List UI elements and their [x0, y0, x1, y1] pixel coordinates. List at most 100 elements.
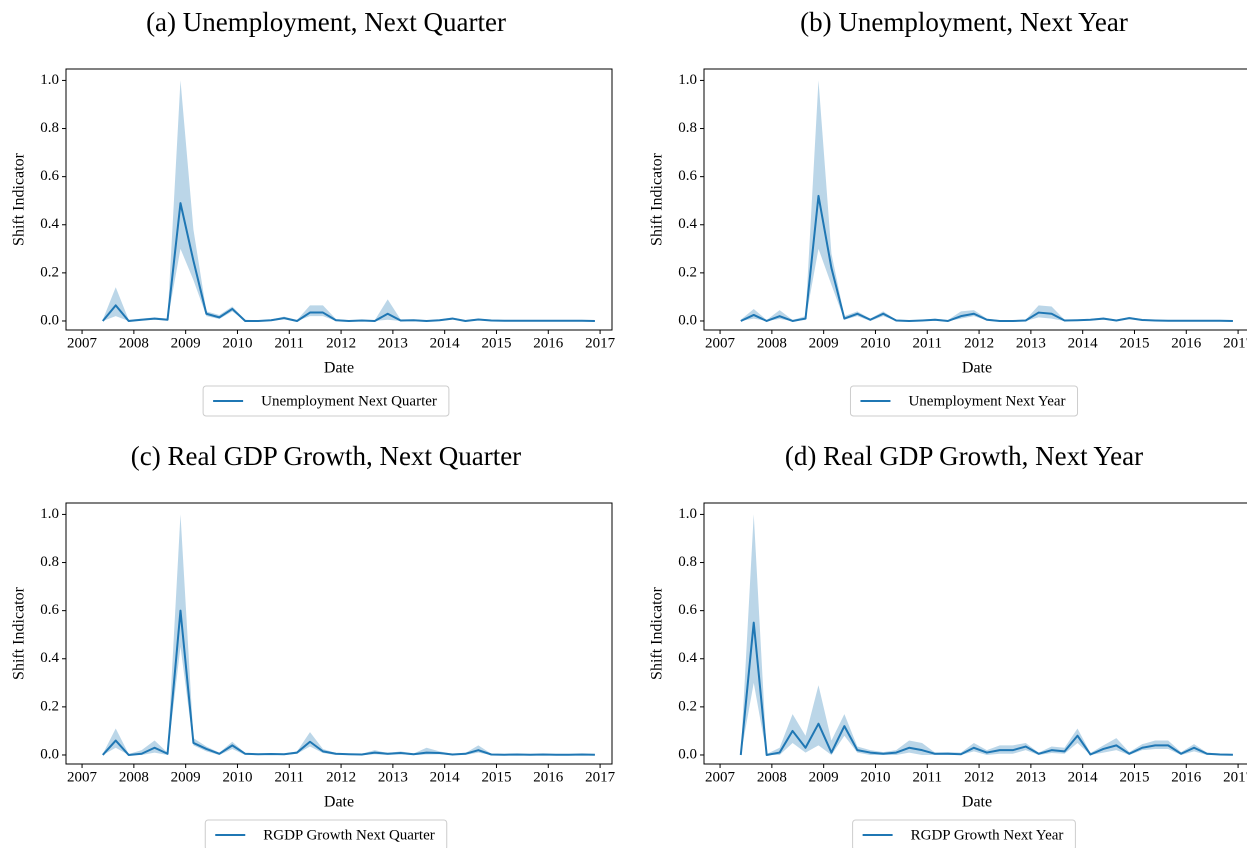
- y-axis-label: Shift Indicator: [11, 152, 28, 246]
- confidence-band: [102, 514, 595, 755]
- y-axis-label: Shift Indicator: [11, 586, 28, 680]
- confidence-band: [740, 514, 1233, 755]
- x-tick-label: 2007: [67, 769, 98, 785]
- x-tick-label: 2008: [119, 335, 149, 351]
- x-tick-label: 2014: [1068, 769, 1099, 785]
- legend-box: [204, 819, 448, 848]
- subplot: (d) Real GDP Growth, Next Year 2007 2008 20…: [649, 441, 1247, 848]
- x-tick-label: 2008: [119, 769, 149, 785]
- axes-frame: [65, 68, 613, 331]
- x-tick-label: 2013: [378, 769, 408, 785]
- x-tick-label: 2014: [430, 769, 461, 785]
- y-tick-label: 0.2: [678, 264, 697, 280]
- x-tick-label: 2010: [222, 769, 252, 785]
- x-tick-label: 2015: [481, 335, 511, 351]
- x-tick-label: 2010: [222, 335, 252, 351]
- y-tick-label: 0.8: [678, 554, 697, 570]
- y-tick-label: 1.0: [40, 72, 59, 88]
- y-tick-label: 0.6: [40, 168, 59, 184]
- x-tick-label: 2012: [964, 769, 994, 785]
- x-tick-label: 2017: [585, 335, 616, 351]
- x-tick-label: 2017: [1223, 769, 1247, 785]
- x-tick-label: 2008: [757, 769, 787, 785]
- y-tick-label: 0.0: [40, 746, 59, 762]
- x-tick-label: 2010: [860, 769, 890, 785]
- x-tick-label: 2012: [326, 335, 356, 351]
- x-tick-label: 2013: [1016, 335, 1046, 351]
- y-tick-label: 1.0: [40, 506, 59, 522]
- chart-title: (a) Unemployment, Next Quarter: [146, 7, 506, 37]
- x-tick-label: 2016: [1171, 769, 1202, 785]
- confidence-band: [102, 80, 595, 321]
- x-tick-label: 2016: [1171, 335, 1202, 351]
- x-tick-label: 2011: [913, 335, 942, 351]
- legend-box: [852, 819, 1076, 848]
- y-axis-label: Shift Indicator: [649, 586, 666, 680]
- x-axis-label: Date: [962, 794, 992, 811]
- legend-label: RGDP Growth Next Year: [911, 827, 1064, 843]
- y-tick-label: 0.8: [40, 120, 59, 136]
- x-tick-label: 2011: [913, 769, 942, 785]
- subplot: (a) Unemployment, Next Quarter 2007 2008 20…: [11, 7, 616, 417]
- x-tick-label: 2008: [757, 335, 787, 351]
- y-tick-label: 0.4: [678, 216, 697, 232]
- x-tick-label: 2017: [585, 769, 616, 785]
- y-tick-label: 0.2: [678, 698, 697, 714]
- y-tick-label: 0.2: [40, 264, 59, 280]
- confidence-band: [740, 80, 1233, 321]
- x-tick-label: 2007: [67, 335, 98, 351]
- y-tick-label: 1.0: [678, 72, 697, 88]
- legend-box: [202, 385, 450, 417]
- x-tick-label: 2011: [275, 769, 304, 785]
- y-tick-label: 0.4: [40, 216, 59, 232]
- y-tick-label: 0.0: [678, 312, 697, 328]
- y-tick-label: 0.2: [40, 698, 59, 714]
- axes-frame: [65, 502, 613, 765]
- y-tick-label: 0.0: [678, 746, 697, 762]
- y-tick-label: 0.0: [40, 312, 59, 328]
- y-tick-label: 0.4: [40, 650, 59, 666]
- subplot: (c) Real GDP Growth, Next Quarter 2007 200…: [11, 441, 616, 848]
- x-axis-label: Date: [324, 360, 354, 377]
- x-tick-label: 2015: [481, 769, 511, 785]
- chart-title: (d) Real GDP Growth, Next Year: [785, 441, 1143, 471]
- x-tick-label: 2013: [378, 335, 408, 351]
- x-tick-label: 2015: [1119, 335, 1149, 351]
- x-axis-label: Date: [962, 360, 992, 377]
- x-tick-label: 2012: [326, 769, 356, 785]
- chart-title: (b) Unemployment, Next Year: [800, 7, 1128, 37]
- y-tick-label: 0.6: [40, 602, 59, 618]
- y-tick-label: 0.6: [678, 602, 697, 618]
- x-tick-label: 2010: [860, 335, 890, 351]
- y-tick-label: 0.6: [678, 168, 697, 184]
- x-tick-label: 2016: [533, 769, 564, 785]
- x-tick-label: 2007: [705, 769, 736, 785]
- x-tick-label: 2013: [1016, 769, 1046, 785]
- x-tick-label: 2012: [964, 335, 994, 351]
- x-tick-label: 2016: [533, 335, 564, 351]
- x-tick-label: 2017: [1223, 335, 1247, 351]
- x-tick-label: 2009: [809, 769, 839, 785]
- x-tick-label: 2011: [275, 335, 304, 351]
- x-tick-label: 2015: [1119, 769, 1149, 785]
- data-line: [102, 609, 595, 756]
- x-tick-label: 2014: [430, 335, 461, 351]
- x-tick-label: 2009: [171, 335, 201, 351]
- x-tick-label: 2014: [1068, 335, 1099, 351]
- legend-box: [849, 385, 1079, 417]
- x-tick-label: 2007: [705, 335, 736, 351]
- legend-label: Unemployment Next Year: [908, 393, 1065, 409]
- subplot: (b) Unemployment, Next Year 2007 2008 2009 2…: [649, 7, 1247, 417]
- x-tick-label: 2009: [809, 335, 839, 351]
- axes-frame: [703, 502, 1247, 765]
- chart-title: (c) Real GDP Growth, Next Quarter: [131, 441, 521, 471]
- axes-frame: [703, 68, 1247, 331]
- y-tick-label: 1.0: [678, 506, 697, 522]
- legend-label: Unemployment Next Quarter: [261, 393, 437, 409]
- x-axis-label: Date: [324, 794, 354, 811]
- data-line: [739, 621, 1233, 756]
- y-tick-label: 0.8: [678, 120, 697, 136]
- data-line: [102, 202, 595, 322]
- legend-label: RGDP Growth Next Quarter: [263, 827, 435, 843]
